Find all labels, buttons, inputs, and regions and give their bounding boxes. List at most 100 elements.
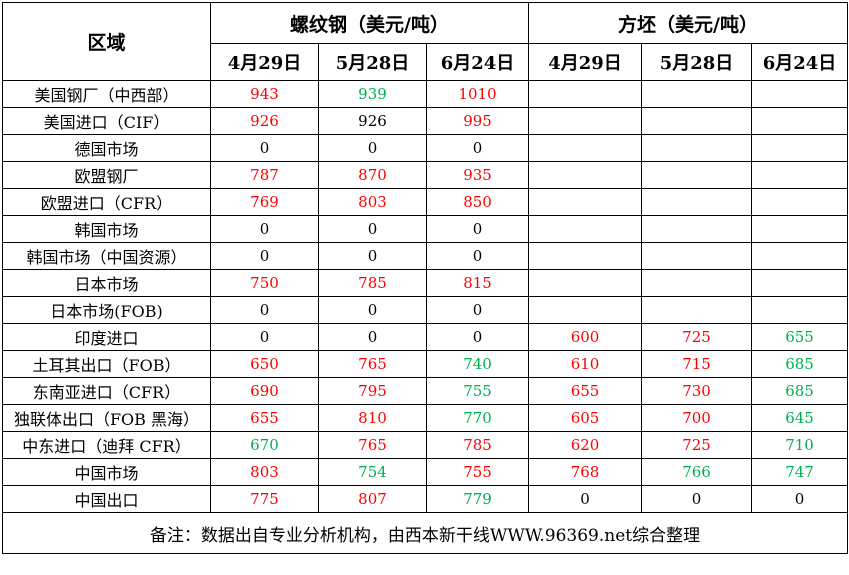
rebar-price-cell: 850 [425, 188, 530, 216]
billet-price-cell [751, 134, 849, 162]
rebar-price-cell: 765 [318, 350, 427, 378]
billet-price-cell [528, 269, 643, 297]
rebar-price-cell: 0 [425, 242, 530, 270]
billet-price-cell [528, 107, 643, 135]
table-row: 中国出口 775 807 779 0 0 0 [2, 485, 849, 513]
rebar-price-cell: 795 [318, 377, 427, 405]
rebar-price-cell: 0 [318, 134, 427, 162]
rebar-price-cell: 0 [318, 323, 427, 351]
rebar-price-cell: 787 [210, 161, 319, 189]
rebar-price-cell: 0 [425, 323, 530, 351]
table-row: 日本市场(FOB) 0 0 0 [2, 296, 849, 324]
region-cell: 日本市场 [2, 269, 211, 297]
billet-price-cell: 655 [751, 323, 849, 351]
rebar-price-cell: 755 [425, 377, 530, 405]
region-header: 区域 [2, 2, 211, 81]
billet-price-cell [641, 161, 753, 189]
billet-date-header: 4月29日 [528, 43, 643, 81]
billet-price-cell: 747 [751, 458, 849, 486]
billet-price-cell: 725 [641, 431, 753, 459]
billet-price-cell: 0 [641, 485, 753, 513]
billet-price-cell [641, 296, 753, 324]
region-cell: 土耳其出口（FOB） [2, 350, 211, 378]
table-row: 美国进口（CIF） 926 926 995 [2, 107, 849, 135]
rebar-price-cell: 810 [318, 404, 427, 432]
billet-price-cell: 710 [751, 431, 849, 459]
billet-price-cell [751, 161, 849, 189]
rebar-price-cell: 785 [425, 431, 530, 459]
region-cell: 德国市场 [2, 134, 211, 162]
rebar-price-cell: 779 [425, 485, 530, 513]
table-row: 日本市场 750 785 815 [2, 269, 849, 297]
region-cell: 印度进口 [2, 323, 211, 351]
billet-price-cell [751, 296, 849, 324]
rebar-price-cell: 935 [425, 161, 530, 189]
region-cell: 东南亚进口（CFR） [2, 377, 211, 405]
billet-price-cell: 605 [528, 404, 643, 432]
rebar-price-cell: 943 [210, 80, 319, 108]
billet-price-cell [528, 296, 643, 324]
rebar-price-cell: 0 [210, 296, 319, 324]
billet-date-header: 5月28日 [641, 43, 753, 81]
rebar-price-cell: 939 [318, 80, 427, 108]
billet-price-cell: 645 [751, 404, 849, 432]
rebar-price-cell: 1010 [425, 80, 530, 108]
billet-price-cell: 0 [528, 485, 643, 513]
rebar-price-cell: 926 [318, 107, 427, 135]
rebar-price-cell: 0 [318, 242, 427, 270]
rebar-price-cell: 0 [425, 296, 530, 324]
billet-price-cell: 600 [528, 323, 643, 351]
region-cell: 美国钢厂（中西部） [2, 80, 211, 108]
table-row: 中东进口（迪拜 CFR） 670 765 785 620 725 710 [2, 431, 849, 459]
rebar-price-cell: 670 [210, 431, 319, 459]
rebar-price-cell: 770 [425, 404, 530, 432]
region-cell: 欧盟钢厂 [2, 161, 211, 189]
billet-price-cell [641, 215, 753, 243]
rebar-date-header: 6月24日 [425, 43, 530, 81]
billet-price-cell: 766 [641, 458, 753, 486]
rebar-date-header: 5月28日 [318, 43, 427, 81]
rebar-date-header: 4月29日 [210, 43, 319, 81]
billet-price-cell: 725 [641, 323, 753, 351]
rebar-price-cell: 655 [210, 404, 319, 432]
rebar-price-cell: 0 [210, 215, 319, 243]
rebar-price-cell: 926 [210, 107, 319, 135]
rebar-price-cell: 765 [318, 431, 427, 459]
billet-price-cell [528, 161, 643, 189]
rebar-price-cell: 0 [210, 323, 319, 351]
billet-price-cell [528, 134, 643, 162]
table-row: 东南亚进口（CFR） 690 795 755 655 730 685 [2, 377, 849, 405]
table-row: 德国市场 0 0 0 [2, 134, 849, 162]
billet-price-cell: 715 [641, 350, 753, 378]
billet-price-cell [751, 107, 849, 135]
billet-price-cell [641, 188, 753, 216]
rebar-price-cell: 754 [318, 458, 427, 486]
table-row: 美国钢厂（中西部） 943 939 1010 [2, 80, 849, 108]
rebar-price-cell: 0 [425, 134, 530, 162]
billet-price-cell [751, 242, 849, 270]
rebar-price-cell: 0 [318, 215, 427, 243]
region-cell: 独联体出口（FOB 黑海） [2, 404, 211, 432]
region-cell: 美国进口（CIF） [2, 107, 211, 135]
billet-price-cell [751, 215, 849, 243]
rebar-price-cell: 769 [210, 188, 319, 216]
rebar-price-cell: 650 [210, 350, 319, 378]
billet-price-cell: 610 [528, 350, 643, 378]
rebar-price-cell: 0 [210, 242, 319, 270]
footnote: 备注：数据出自专业分析机构，由西本新干线WWW.96369.net综合整理 [1, 512, 849, 554]
table-row: 韩国市场（中国资源） 0 0 0 [2, 242, 849, 270]
billet-price-cell: 685 [751, 377, 849, 405]
table-row: 韩国市场 0 0 0 [2, 215, 849, 243]
table-row: 欧盟进口（CFR） 769 803 850 [2, 188, 849, 216]
rebar-price-cell: 740 [425, 350, 530, 378]
rebar-header: 螺纹钢（美元/吨） [209, 2, 530, 44]
rebar-price-cell: 815 [425, 269, 530, 297]
billet-price-cell [528, 215, 643, 243]
rebar-price-cell: 995 [425, 107, 530, 135]
rebar-price-cell: 803 [318, 188, 427, 216]
region-cell: 欧盟进口（CFR） [2, 188, 211, 216]
rebar-price-cell: 755 [425, 458, 530, 486]
steel-price-table: 区域 螺纹钢（美元/吨） 方坯（美元/吨） 4月29日 5月28日 6月24日 … [1, 2, 849, 554]
billet-price-cell: 730 [641, 377, 753, 405]
rebar-price-cell: 690 [210, 377, 319, 405]
